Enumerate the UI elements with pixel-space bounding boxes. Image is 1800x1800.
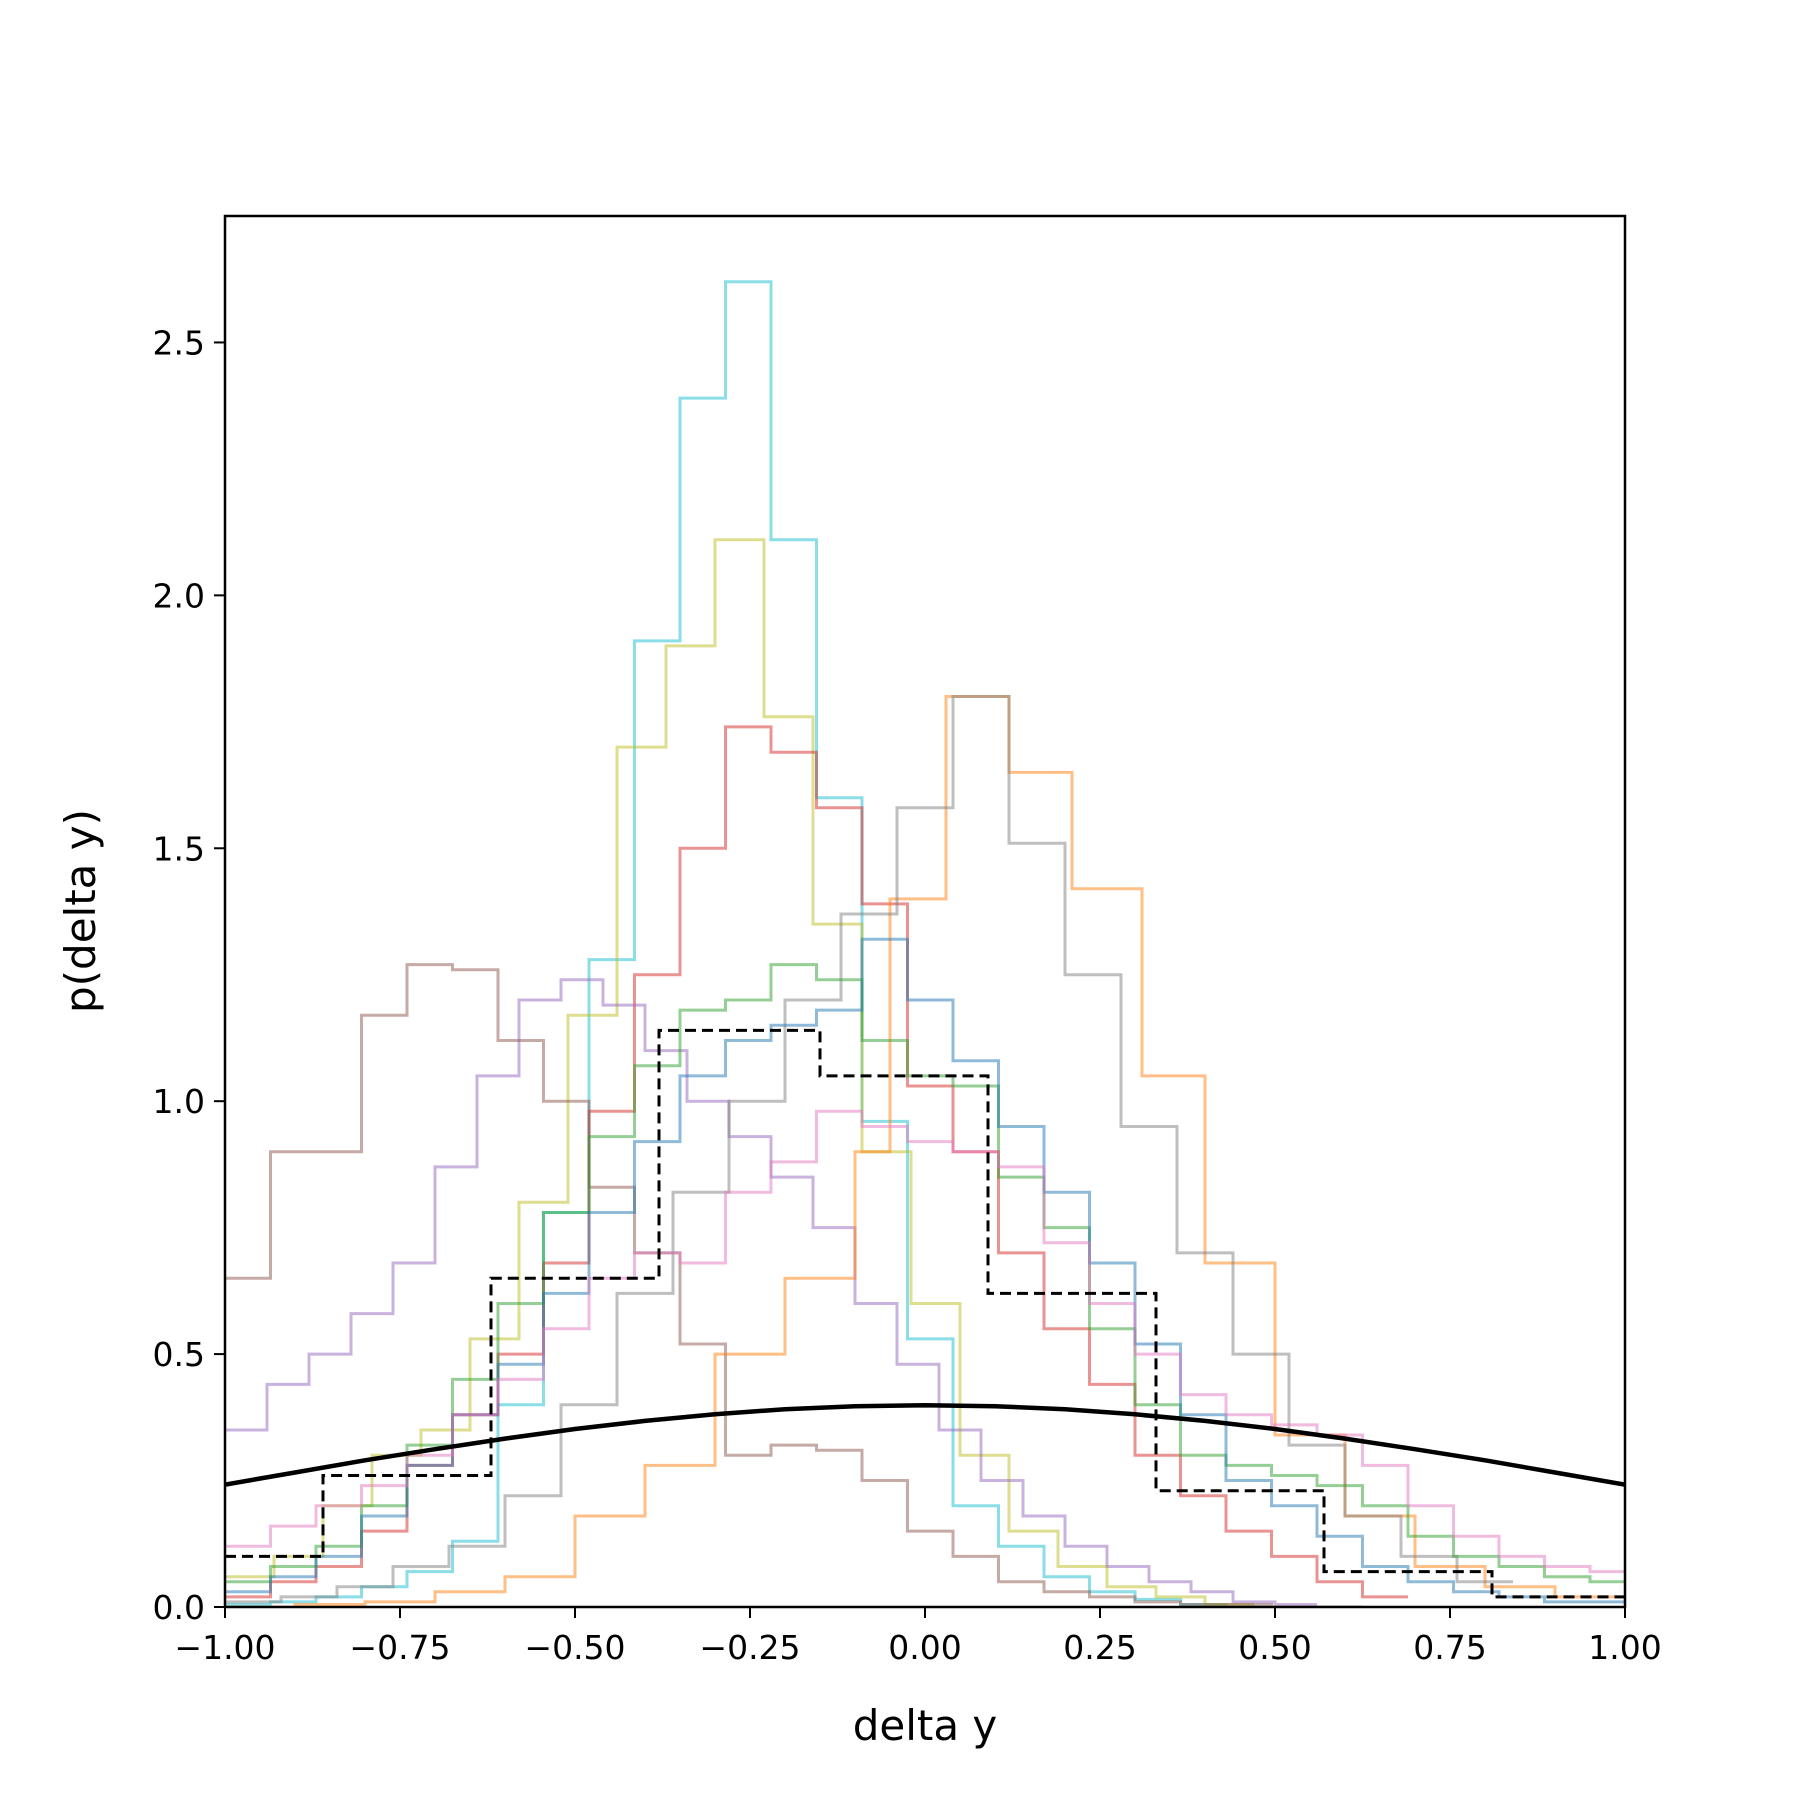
histogram-step-series-1 — [225, 280, 1272, 1607]
histogram-step-series-4 — [225, 978, 1317, 1606]
histogram-step-series-6 — [225, 695, 1625, 1607]
y-tick-label: 2.0 — [153, 576, 205, 615]
x-tick-label: −0.25 — [699, 1628, 800, 1667]
histogram-step-series-8 — [225, 963, 1625, 1584]
axes-frame — [223, 214, 1627, 1609]
x-axis: −1.00 −0.75 −0.50 −0.25 0.00 0.25 0.50 0.75 1.00 — [174, 1607, 1662, 1667]
x-tick-label: −0.75 — [349, 1628, 450, 1667]
x-tick-label: 0.50 — [1238, 1628, 1311, 1667]
histogram-step-series-2 — [225, 538, 1254, 1606]
histogram-step-series-9 — [225, 937, 1625, 1604]
x-axis-label: delta y — [853, 1701, 998, 1750]
x-tick-label: −1.00 — [174, 1628, 275, 1667]
series-layer — [225, 280, 1625, 1607]
x-tick-label: 1.00 — [1588, 1628, 1661, 1667]
reference-histogram-step — [225, 1028, 1625, 1599]
x-tick-label: 0.00 — [888, 1628, 961, 1667]
histogram-step-series-7 — [225, 695, 1513, 1604]
y-axis: 0.0 0.5 1.0 1.5 2.0 2.5 — [153, 323, 225, 1627]
y-tick-label: 2.5 — [153, 323, 205, 362]
x-tick-label: 0.25 — [1063, 1628, 1136, 1667]
x-tick-label: 0.75 — [1413, 1628, 1486, 1667]
y-axis-label: p(delta y) — [56, 809, 105, 1013]
histogram-step-series-10 — [225, 1109, 1625, 1574]
y-tick-label: 0.5 — [153, 1335, 205, 1374]
normal-curve-line — [225, 1402, 1625, 1487]
y-tick-label: 1.0 — [153, 1082, 205, 1121]
y-tick-label: 1.5 — [153, 829, 205, 868]
y-tick-label: 0.0 — [153, 1588, 205, 1627]
histogram-step-series-5 — [225, 963, 1363, 1607]
x-tick-label: −0.50 — [524, 1628, 625, 1667]
